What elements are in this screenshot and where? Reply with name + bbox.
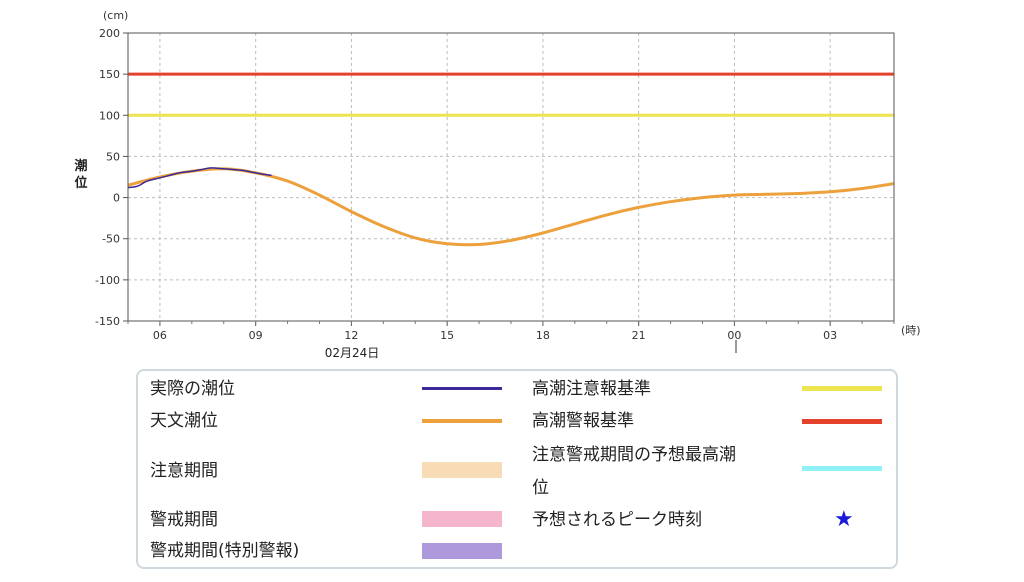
legend-label-astronomical-tide: 天文潮位	[150, 411, 218, 431]
y-tick-label: 0	[113, 192, 120, 205]
threshold-lines	[128, 72, 894, 117]
astronomical-tide-line	[127, 167, 895, 247]
x-tick-label: 09	[249, 329, 263, 342]
x-tick-label: 00	[727, 329, 741, 342]
x-tick-label: 06	[153, 329, 167, 342]
legend-swatch-caution-period	[422, 462, 502, 478]
x-tick-label: 15	[440, 329, 454, 342]
legend-label-peak-time: 予想されるピーク時刻	[532, 510, 702, 530]
y-tick-label: -50	[102, 233, 120, 246]
legend-label-warning-threshold: 高潮警報基準	[532, 411, 634, 431]
legend-label-actual-tide: 実際の潮位	[150, 379, 235, 399]
legend: 実際の潮位 天文潮位 注意期間 警戒期間 警戒期間(特別警報) 高潮注意報基準 …	[136, 369, 898, 569]
x-tick-label: 21	[632, 329, 646, 342]
y-axis-label-part2: 位	[74, 175, 87, 191]
x-ticks: 06 09 12 15 18 21 00 03	[127, 321, 895, 342]
x-tick-label: 03	[823, 329, 837, 342]
x-tick-label: 18	[536, 329, 550, 342]
y-tick-label: 150	[99, 68, 120, 81]
legend-swatch-astronomical-tide	[422, 419, 502, 423]
plot-frame	[127, 32, 895, 322]
y-tick-label: -100	[95, 274, 120, 287]
legend-swatch-forecast-max-tide	[802, 466, 882, 471]
y-tick-label: 50	[106, 150, 120, 163]
legend-label-warning-period: 警戒期間	[150, 510, 218, 530]
x-tick-label: 12	[344, 329, 358, 342]
tide-chart: 200 150 100 50 0 -50 -100 -150 06 09 12 15 18 21 00 03…	[74, 9, 921, 360]
legend-swatch-special-warning-period	[422, 543, 502, 559]
date-label: 02月24日	[325, 346, 380, 360]
series-lines	[127, 167, 895, 247]
legend-label-special-warning-period: 警戒期間(特別警報)	[150, 541, 300, 561]
legend-swatch-warning-period	[422, 511, 502, 527]
legend-swatch-caution-threshold	[802, 386, 882, 391]
y-axis-label-part1: 潮	[74, 158, 87, 174]
legend-swatch-actual-tide	[422, 387, 502, 390]
y-ticks: 200 150 100 50 0 -50 -100 -150	[95, 27, 128, 328]
actual-tide-line	[127, 167, 272, 189]
legend-label-forecast-max-tide: 注意警戒期間の予想最高潮	[532, 445, 736, 465]
grid	[128, 32, 894, 322]
legend-label-caution-threshold: 高潮注意報基準	[532, 379, 651, 399]
x-unit-label: (時)	[901, 324, 921, 337]
y-tick-label: -150	[95, 315, 120, 328]
legend-swatch-warning-threshold	[802, 419, 882, 424]
y-tick-label: 100	[99, 109, 120, 122]
star-icon: ★	[834, 507, 854, 532]
y-unit-label: (cm)	[103, 9, 128, 22]
legend-label-caution-period: 注意期間	[150, 461, 218, 481]
y-tick-label: 200	[99, 27, 120, 40]
legend-label-forecast-max-tide-line2: 位	[532, 478, 549, 498]
